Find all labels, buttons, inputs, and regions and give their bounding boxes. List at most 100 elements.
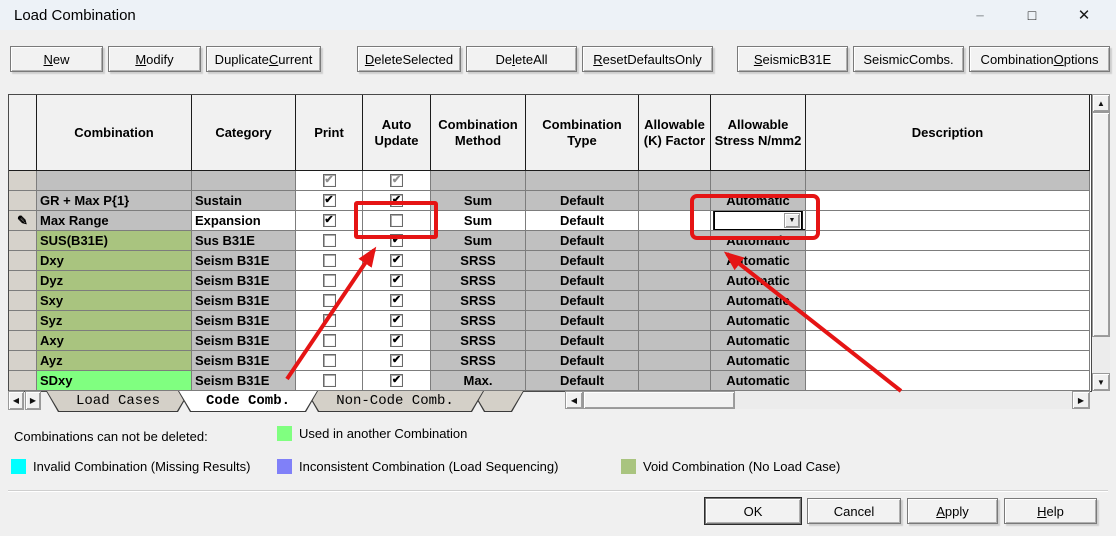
horizontal-scrollbar[interactable]: ◀ ▶ xyxy=(565,391,1090,409)
cell-combination[interactable]: GR + Max P{1} xyxy=(37,191,192,211)
scroll-up-button[interactable]: ▲ xyxy=(1092,94,1110,112)
vertical-scrollbar[interactable]: ▲ ▼ xyxy=(1092,94,1110,391)
close-button[interactable]: ✕ xyxy=(1058,6,1110,24)
cell-desc[interactable] xyxy=(806,231,1090,251)
print-checkbox[interactable] xyxy=(322,374,336,387)
cell-stress[interactable]: ▼ xyxy=(711,211,806,231)
cell-desc[interactable] xyxy=(806,191,1090,211)
row-selector[interactable] xyxy=(9,171,37,191)
scroll-right-button[interactable]: ▶ xyxy=(1072,391,1090,409)
auto-update-checkbox[interactable]: ✔ xyxy=(390,314,403,327)
cell-method[interactable]: Sum xyxy=(431,191,526,211)
cell-print[interactable] xyxy=(296,231,363,251)
cell-auto[interactable]: ✔ xyxy=(363,371,431,391)
print-checkbox[interactable]: ✔ xyxy=(322,174,336,187)
cell-category[interactable]: Seism B31E xyxy=(192,251,296,271)
cell-type[interactable]: Default xyxy=(526,251,639,271)
scroll-left-button[interactable]: ◀ xyxy=(565,391,583,409)
cell-k[interactable] xyxy=(639,351,711,371)
print-checkbox[interactable] xyxy=(322,234,336,247)
cell-auto[interactable]: ✔ xyxy=(363,271,431,291)
cell-category[interactable]: Seism B31E xyxy=(192,291,296,311)
print-checkbox[interactable] xyxy=(322,274,336,287)
scroll-down-button[interactable]: ▼ xyxy=(1092,373,1110,391)
print-checkbox[interactable] xyxy=(322,294,336,307)
cell-k[interactable] xyxy=(639,371,711,391)
cell-stress[interactable]: Automatic xyxy=(711,371,806,391)
cell-category[interactable]: Seism B31E xyxy=(192,311,296,331)
auto-update-checkbox[interactable]: ✔ xyxy=(390,194,403,207)
cell-k[interactable] xyxy=(639,311,711,331)
cell-k[interactable] xyxy=(639,271,711,291)
cell-combination[interactable]: SUS(B31E) xyxy=(37,231,192,251)
cell-desc[interactable] xyxy=(806,291,1090,311)
row-selector[interactable]: ✎ xyxy=(9,211,37,231)
cell-type[interactable]: Default xyxy=(526,371,639,391)
row-selector[interactable] xyxy=(9,311,37,331)
cell-type[interactable]: Default xyxy=(526,351,639,371)
cell-k[interactable] xyxy=(639,291,711,311)
row-selector[interactable] xyxy=(9,371,37,391)
cell-category[interactable]: Expansion xyxy=(192,211,296,231)
cell-stress[interactable]: Automatic xyxy=(711,191,806,211)
combobox-dropdown-icon[interactable]: ▼ xyxy=(784,213,800,228)
cell-desc[interactable] xyxy=(806,271,1090,291)
cell-print[interactable]: ✔ xyxy=(296,171,363,191)
vertical-scroll-track[interactable] xyxy=(1092,112,1110,373)
row-selector[interactable] xyxy=(9,231,37,251)
auto-update-checkbox[interactable] xyxy=(390,214,403,227)
cell-auto[interactable] xyxy=(363,211,431,231)
row-selector[interactable] xyxy=(9,351,37,371)
cell-combination[interactable]: Ayz xyxy=(37,351,192,371)
cell-auto[interactable]: ✔ xyxy=(363,231,431,251)
cell-method[interactable]: SRSS xyxy=(431,251,526,271)
cell-k[interactable] xyxy=(639,231,711,251)
cell-category[interactable]: Seism B31E xyxy=(192,271,296,291)
cell-auto[interactable]: ✔ xyxy=(363,171,431,191)
cell-combination[interactable]: Axy xyxy=(37,331,192,351)
row-selector[interactable] xyxy=(9,191,37,211)
tab-label[interactable]: Code Comb. xyxy=(179,391,317,411)
print-checkbox[interactable] xyxy=(322,314,336,327)
cell-k[interactable] xyxy=(639,331,711,351)
cell-combination[interactable]: Sxy xyxy=(37,291,192,311)
cell-desc[interactable] xyxy=(806,251,1090,271)
cell-auto[interactable]: ✔ xyxy=(363,311,431,331)
horizontal-scroll-thumb[interactable] xyxy=(583,391,735,409)
tab-scroll-right-button[interactable]: ▶ xyxy=(25,391,41,410)
cell-stress[interactable]: Automatic xyxy=(711,291,806,311)
tab-load-cases[interactable]: Load Cases xyxy=(46,391,190,412)
cell-desc[interactable] xyxy=(806,331,1090,351)
row-selector[interactable] xyxy=(9,331,37,351)
cell-category[interactable]: Sus B31E xyxy=(192,231,296,251)
cell-desc[interactable] xyxy=(806,171,1090,191)
auto-update-checkbox[interactable]: ✔ xyxy=(390,354,403,367)
row-selector[interactable] xyxy=(9,251,37,271)
cell-type[interactable]: Default xyxy=(526,211,639,231)
auto-update-checkbox[interactable]: ✔ xyxy=(390,334,403,347)
cell-desc[interactable] xyxy=(806,211,1090,231)
cell-type[interactable]: Default xyxy=(526,291,639,311)
cell-k[interactable] xyxy=(639,251,711,271)
cell-combination[interactable]: Dyz xyxy=(37,271,192,291)
cell-print[interactable] xyxy=(296,351,363,371)
minimize-button[interactable]: – xyxy=(954,7,1006,24)
cell-combination[interactable]: SDxy xyxy=(37,371,192,391)
auto-update-checkbox[interactable]: ✔ xyxy=(390,274,403,287)
cell-auto[interactable]: ✔ xyxy=(363,331,431,351)
cell-category[interactable]: Seism B31E xyxy=(192,331,296,351)
allowable-stress-combobox[interactable]: ▼ xyxy=(714,211,805,230)
cell-k[interactable] xyxy=(639,191,711,211)
tab-label[interactable]: Non-Code Comb. xyxy=(307,391,483,411)
tab-scroll-left-button[interactable]: ◀ xyxy=(8,391,24,410)
vertical-scroll-thumb[interactable] xyxy=(1092,112,1110,337)
cell-print[interactable]: ✔ xyxy=(296,191,363,211)
cell-type[interactable]: Default xyxy=(526,331,639,351)
cell-print[interactable] xyxy=(296,371,363,391)
cell-method[interactable]: Sum xyxy=(431,231,526,251)
